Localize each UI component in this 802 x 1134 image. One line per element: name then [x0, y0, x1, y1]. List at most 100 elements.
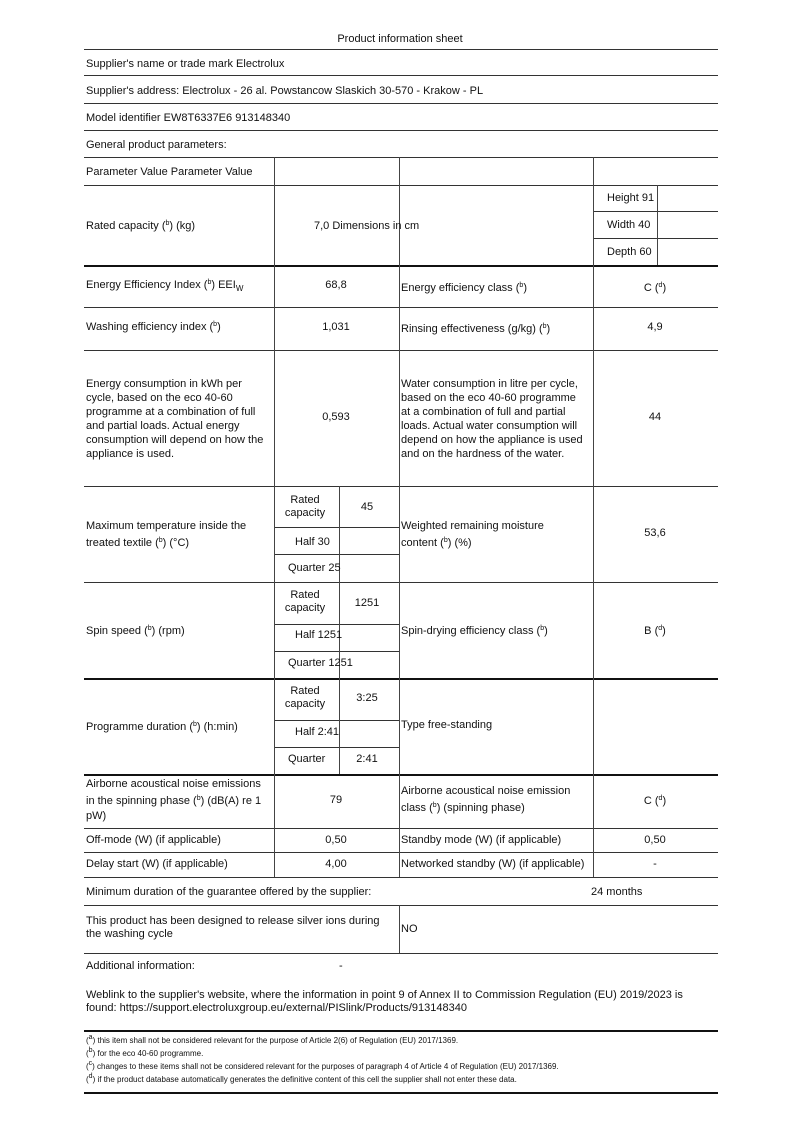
spin-rated-value: 1251	[354, 597, 380, 609]
guarantee-value: 24 months	[591, 886, 643, 898]
temp-rated-value: 45	[360, 501, 374, 513]
appliance-type: Type free-standing	[401, 719, 493, 731]
divider	[274, 157, 275, 877]
silver-ions-value: NO	[401, 923, 418, 935]
depth-value: Depth 60	[607, 246, 652, 258]
divider	[84, 307, 718, 308]
networked-value: -	[653, 858, 657, 870]
divider	[84, 828, 718, 829]
programme-rated-value: 3:25	[356, 692, 378, 704]
programme-rated-label: Rated capacity	[284, 685, 326, 710]
weblink-text: Weblink to the supplier's website, where…	[86, 989, 683, 1014]
offmode-label: Off-mode (W) (if applicable)	[86, 834, 221, 846]
programme-duration-label: Programme duration (b) (h:min)	[86, 721, 238, 733]
supplier-name: Supplier's name or trade mark Electrolux	[86, 58, 285, 70]
rinsing-value: 4,9	[647, 321, 663, 333]
divider	[84, 852, 718, 853]
programme-half: Half 2:41	[295, 726, 340, 738]
temp-quarter: Quarter 25	[288, 562, 341, 574]
divider	[84, 75, 718, 76]
table-header: Parameter Value Parameter Value	[86, 166, 253, 178]
divider	[339, 486, 340, 774]
divider	[84, 265, 718, 267]
guarantee-label: Minimum duration of the guarantee offere…	[86, 886, 372, 898]
delay-label: Delay start (W) (if applicable)	[86, 858, 228, 870]
divider	[84, 678, 718, 680]
eei-label-text: Energy Efficiency Index (b) EEI	[86, 279, 236, 291]
spin-class-value: B (d)	[644, 625, 666, 637]
standby-value: 0,50	[644, 834, 666, 846]
divider	[274, 554, 399, 555]
energy-consumption-value: 0,593	[322, 411, 350, 423]
washing-index-label: Washing efficiency index (b)	[86, 321, 221, 333]
networked-label: Networked standby (W) (if applicable)	[401, 858, 585, 870]
divider	[84, 877, 718, 878]
divider	[274, 747, 399, 748]
divider	[274, 624, 399, 625]
energy-class-label: Energy efficiency class (b)	[401, 282, 527, 294]
divider	[84, 774, 718, 776]
divider	[84, 185, 718, 186]
delay-value: 4,00	[325, 858, 347, 870]
divider	[84, 1030, 718, 1032]
divider	[593, 238, 718, 239]
noise-class-value: C (d)	[643, 795, 667, 807]
eei-label: Energy Efficiency Index (b) EEIW	[86, 278, 244, 293]
divider	[84, 350, 718, 351]
rated-capacity-value: 7,0 Dimensions in cm	[314, 220, 420, 232]
programme-quarter: Quarter	[288, 753, 326, 765]
divider	[84, 905, 718, 906]
footnote-a: (a) this item shall not be considered re…	[86, 1034, 459, 1045]
divider	[399, 157, 400, 877]
divider	[84, 953, 718, 954]
noise-label: Airborne acoustical noise emissions in th…	[86, 778, 262, 822]
offmode-value: 0,50	[325, 834, 347, 846]
divider	[593, 211, 718, 212]
washing-index-value: 1,031	[322, 321, 350, 333]
divider	[274, 651, 399, 652]
water-consumption-value: 44	[648, 411, 662, 423]
divider	[84, 582, 718, 583]
spin-quarter: Quarter 1251	[288, 657, 353, 669]
supplier-address: Supplier's address: Electrolux - 26 al. …	[86, 85, 484, 97]
footnote-b: (b) for the eco 40-60 programme.	[86, 1047, 204, 1058]
model-identifier: Model identifier EW8T6337E6 913148340	[86, 112, 291, 124]
footnote-c: (c) changes to these items shall not be …	[86, 1060, 559, 1071]
divider	[657, 185, 658, 265]
eei-subscript: W	[235, 284, 244, 293]
spin-class-label: Spin-drying efficiency class (b)	[401, 625, 548, 637]
water-consumption-label: Water consumption in litre per cycle, bas…	[401, 378, 583, 460]
general-params-heading: General product parameters:	[86, 139, 227, 151]
temp-rated-label: Rated capacity	[284, 494, 326, 519]
moisture-value: 53,6	[644, 527, 666, 539]
weblink-url[interactable]: found: https://support.electroluxgroup.e…	[86, 1002, 467, 1014]
eei-value: 68,8	[325, 279, 347, 291]
rated-capacity-label: Rated capacity (b) (kg)	[86, 220, 196, 232]
height-value: Height 91	[607, 192, 655, 204]
divider	[84, 157, 718, 158]
divider	[84, 1092, 718, 1094]
rinsing-label: Rinsing effectiveness (g/kg) (b)	[401, 323, 551, 335]
divider	[274, 720, 399, 721]
standby-label: Standby mode (W) (if applicable)	[401, 834, 562, 846]
additional-info-value: -	[339, 960, 343, 972]
moisture-label: Weighted remaining moisture content (b) (…	[401, 520, 544, 549]
energy-class-value: C (d)	[643, 282, 667, 294]
divider	[84, 103, 718, 104]
footnote-d: (d) if the product database automaticall…	[86, 1073, 517, 1084]
divider	[84, 49, 718, 50]
divider	[399, 905, 400, 953]
divider	[84, 486, 718, 487]
noise-value: 79	[329, 794, 343, 806]
programme-quarter-value: 2:41	[356, 753, 378, 765]
noise-class-label: Airborne acoustical noise emission class …	[401, 785, 571, 814]
width-value: Width 40	[607, 219, 651, 231]
divider	[274, 527, 399, 528]
divider	[84, 130, 718, 131]
spin-half: Half 1251	[295, 629, 343, 641]
footnotes: (a) this item shall not be considered re…	[86, 1034, 559, 1086]
spin-speed-label: Spin speed (b) (rpm)	[86, 625, 185, 637]
divider	[593, 157, 594, 877]
energy-consumption-label: Energy consumption in kWh per cycle, base…	[86, 378, 264, 460]
